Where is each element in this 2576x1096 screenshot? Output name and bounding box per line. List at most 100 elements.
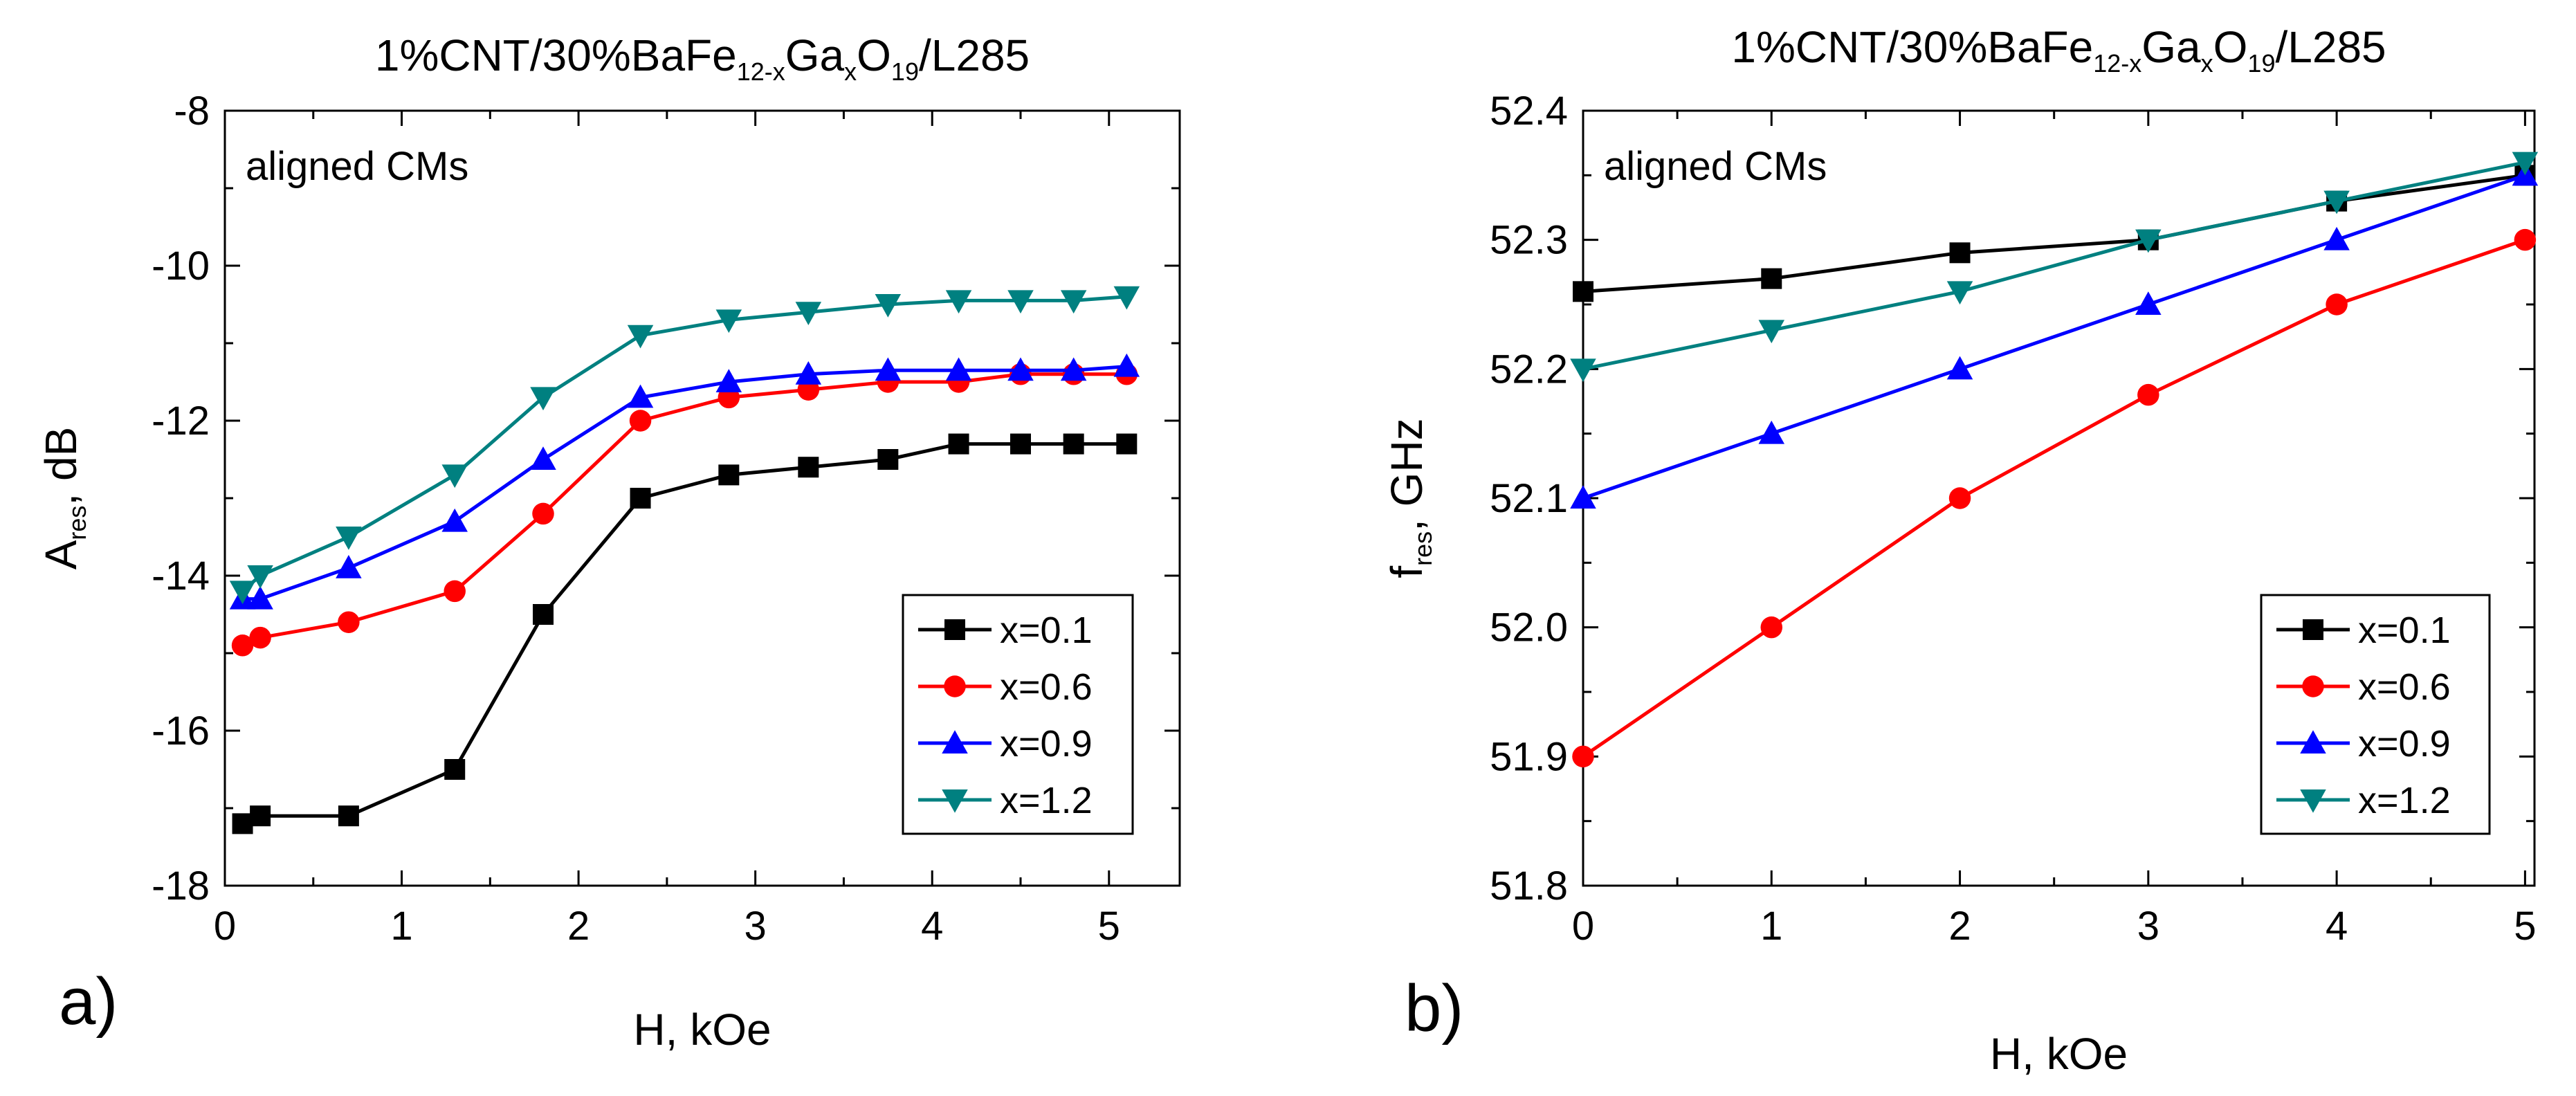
- data-point: [1946, 281, 1973, 305]
- legend-marker: [944, 675, 966, 697]
- legend-marker: [942, 789, 968, 813]
- annotation-text: aligned CMs: [1604, 144, 1827, 189]
- y-tick-label: -8: [174, 89, 210, 134]
- x-tick-label: 0: [1572, 904, 1594, 949]
- data-point: [798, 457, 819, 478]
- x-tick-label: 4: [921, 904, 943, 949]
- y-tick-label: 52.4: [1490, 89, 1568, 134]
- data-point: [530, 387, 556, 411]
- series-line: [1582, 238, 2526, 758]
- legend-marker: [942, 730, 968, 754]
- data-point: [627, 384, 654, 408]
- legend-item: x=1.2: [2276, 780, 2451, 821]
- data-point: [338, 611, 360, 633]
- data-point: [1116, 433, 1138, 455]
- y-tick-label: 51.9: [1490, 734, 1568, 779]
- legend-label: x=1.2: [1000, 780, 1093, 821]
- legend-item: x=0.9: [918, 723, 1093, 765]
- legend-marker: [2302, 675, 2324, 697]
- x-axis-label: H, kOe: [633, 1005, 771, 1054]
- data-point: [945, 290, 972, 314]
- data-point: [629, 410, 652, 432]
- data-point: [2512, 152, 2539, 176]
- data-point: [1010, 433, 1031, 455]
- y-tick-label: -10: [152, 244, 210, 289]
- series-line: [1582, 173, 2526, 500]
- panel-label: b): [1405, 971, 1463, 1045]
- chart-panel-b: 0 1 2 3 4 5 51.8 51.9 52.0 52.1 52.2 52.3 52.4 1%CNT/…: [1382, 22, 2539, 1079]
- legend-label: x=0.1: [1000, 610, 1093, 651]
- data-point: [249, 626, 271, 649]
- y-tick-label: -18: [152, 864, 210, 908]
- chart-title: 1%CNT/30%BaFe12-xGaxO19/L285: [1731, 22, 2386, 77]
- legend-item: x=0.6: [2276, 666, 2451, 708]
- series-x=0.6: [1572, 228, 2537, 768]
- y-tick-label: -16: [152, 709, 210, 754]
- chart-title: 1%CNT/30%BaFe12-xGaxO19/L285: [375, 30, 1030, 86]
- data-point: [1007, 290, 1034, 314]
- data-point: [1946, 356, 1973, 380]
- data-point: [444, 759, 466, 780]
- data-point: [533, 604, 554, 625]
- data-point: [2514, 228, 2537, 251]
- legend-box: [902, 594, 1134, 835]
- data-point: [1113, 353, 1140, 377]
- data-point: [2326, 293, 2348, 316]
- data-point: [1060, 357, 1087, 381]
- series-line: [1582, 173, 2525, 293]
- series-x=1.2: [1570, 152, 2539, 383]
- y-tick-label: 52.2: [1490, 347, 1568, 392]
- y-tick-label: 52.1: [1490, 476, 1568, 521]
- legend-marker: [944, 619, 965, 640]
- data-point: [1760, 616, 1783, 639]
- legend-label: x=0.9: [1000, 723, 1093, 765]
- y-axis-label: Ares, dB: [36, 427, 91, 570]
- x-tick-label: 2: [1948, 904, 1971, 949]
- series-x=1.2: [229, 286, 1140, 605]
- series-line: [1582, 161, 2525, 371]
- x-tick-label: 5: [1098, 904, 1120, 949]
- data-point: [1113, 286, 1140, 310]
- data-point: [715, 369, 742, 392]
- series-x=0.1: [232, 433, 1138, 834]
- y-tick-label: -14: [152, 554, 210, 599]
- y-tick-label: 52.3: [1490, 218, 1568, 263]
- legend-label: x=0.6: [1000, 666, 1093, 708]
- data-point: [1758, 420, 1785, 444]
- legend-marker: [2300, 730, 2326, 754]
- legend-item: x=0.6: [918, 666, 1093, 708]
- data-point: [718, 464, 740, 486]
- data-point: [232, 813, 253, 834]
- panel-label: a): [59, 965, 118, 1039]
- x-tick-label: 2: [567, 904, 590, 949]
- data-point: [1060, 290, 1087, 314]
- data-point: [231, 634, 254, 657]
- y-axis-label: fres, GHz: [1382, 418, 1437, 578]
- legend: x=0.1 x=0.6 x=0.9 x=1.2: [2260, 594, 2491, 835]
- data-point: [945, 357, 972, 381]
- y-tick-label: 52.0: [1490, 605, 1568, 650]
- data-point: [1007, 357, 1034, 381]
- data-point: [1758, 320, 1785, 344]
- chart-panel-a: 0 1 2 3 4 5 -18 -16 -14 -12 -10 -8 1%CNT/30%BaFe12-x…: [36, 30, 1181, 1054]
- legend-item: x=0.9: [2276, 723, 2451, 765]
- data-point: [1948, 487, 1971, 509]
- data-point: [441, 508, 468, 532]
- y-tick-label: 51.8: [1490, 864, 1568, 908]
- data-point: [1570, 485, 1596, 509]
- data-point: [627, 325, 654, 349]
- x-axis-label: H, kOe: [1990, 1029, 2128, 1079]
- y-tick-label: -12: [152, 399, 210, 444]
- annotation-text: aligned CMs: [246, 144, 468, 189]
- data-point: [948, 433, 969, 455]
- x-tick-label: 3: [2137, 904, 2159, 949]
- legend-item: x=0.1: [918, 610, 1093, 651]
- data-point: [250, 805, 271, 827]
- data-point: [630, 488, 651, 509]
- data-point: [444, 580, 466, 603]
- data-point: [1572, 745, 1594, 768]
- data-point: [2137, 383, 2159, 406]
- legend-marker: [2303, 619, 2323, 640]
- x-tick-label: 0: [214, 904, 236, 949]
